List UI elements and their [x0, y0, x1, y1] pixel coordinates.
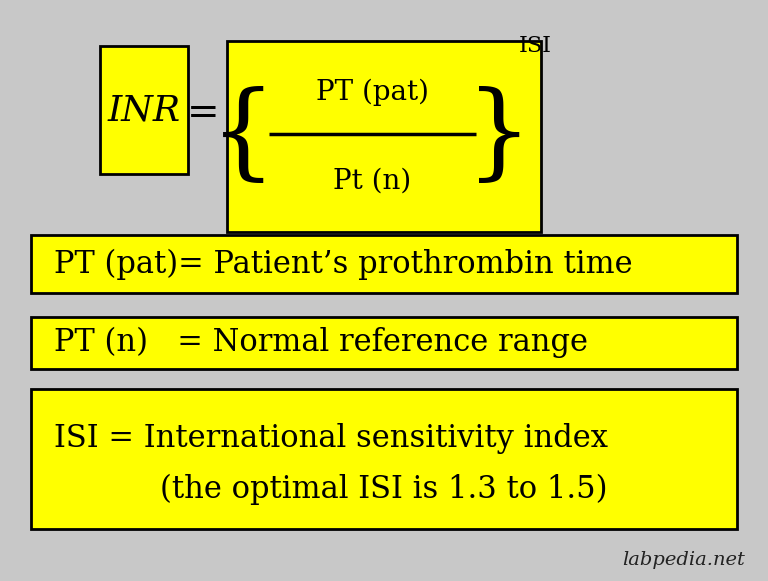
- Text: PT (n)   = Normal reference range: PT (n) = Normal reference range: [54, 327, 588, 358]
- Text: ISI = International sensitivity index: ISI = International sensitivity index: [54, 422, 607, 454]
- Text: (the optimal ISI is 1.3 to 1.5): (the optimal ISI is 1.3 to 1.5): [161, 474, 607, 505]
- Text: {: {: [210, 85, 276, 188]
- Text: =: =: [187, 95, 220, 132]
- Text: PT (pat): PT (pat): [316, 79, 429, 106]
- Text: INR: INR: [108, 94, 180, 127]
- Bar: [31, 389, 737, 529]
- Text: PT (pat)= Patient’s prothrombin time: PT (pat)= Patient’s prothrombin time: [54, 249, 632, 280]
- Text: Pt (n): Pt (n): [333, 167, 412, 194]
- Bar: [100, 46, 188, 174]
- Bar: [31, 235, 737, 293]
- Text: ISI: ISI: [518, 35, 551, 57]
- Text: }: }: [466, 85, 532, 188]
- Bar: [227, 41, 541, 232]
- Text: labpedia.net: labpedia.net: [622, 551, 745, 569]
- Bar: [31, 317, 737, 369]
